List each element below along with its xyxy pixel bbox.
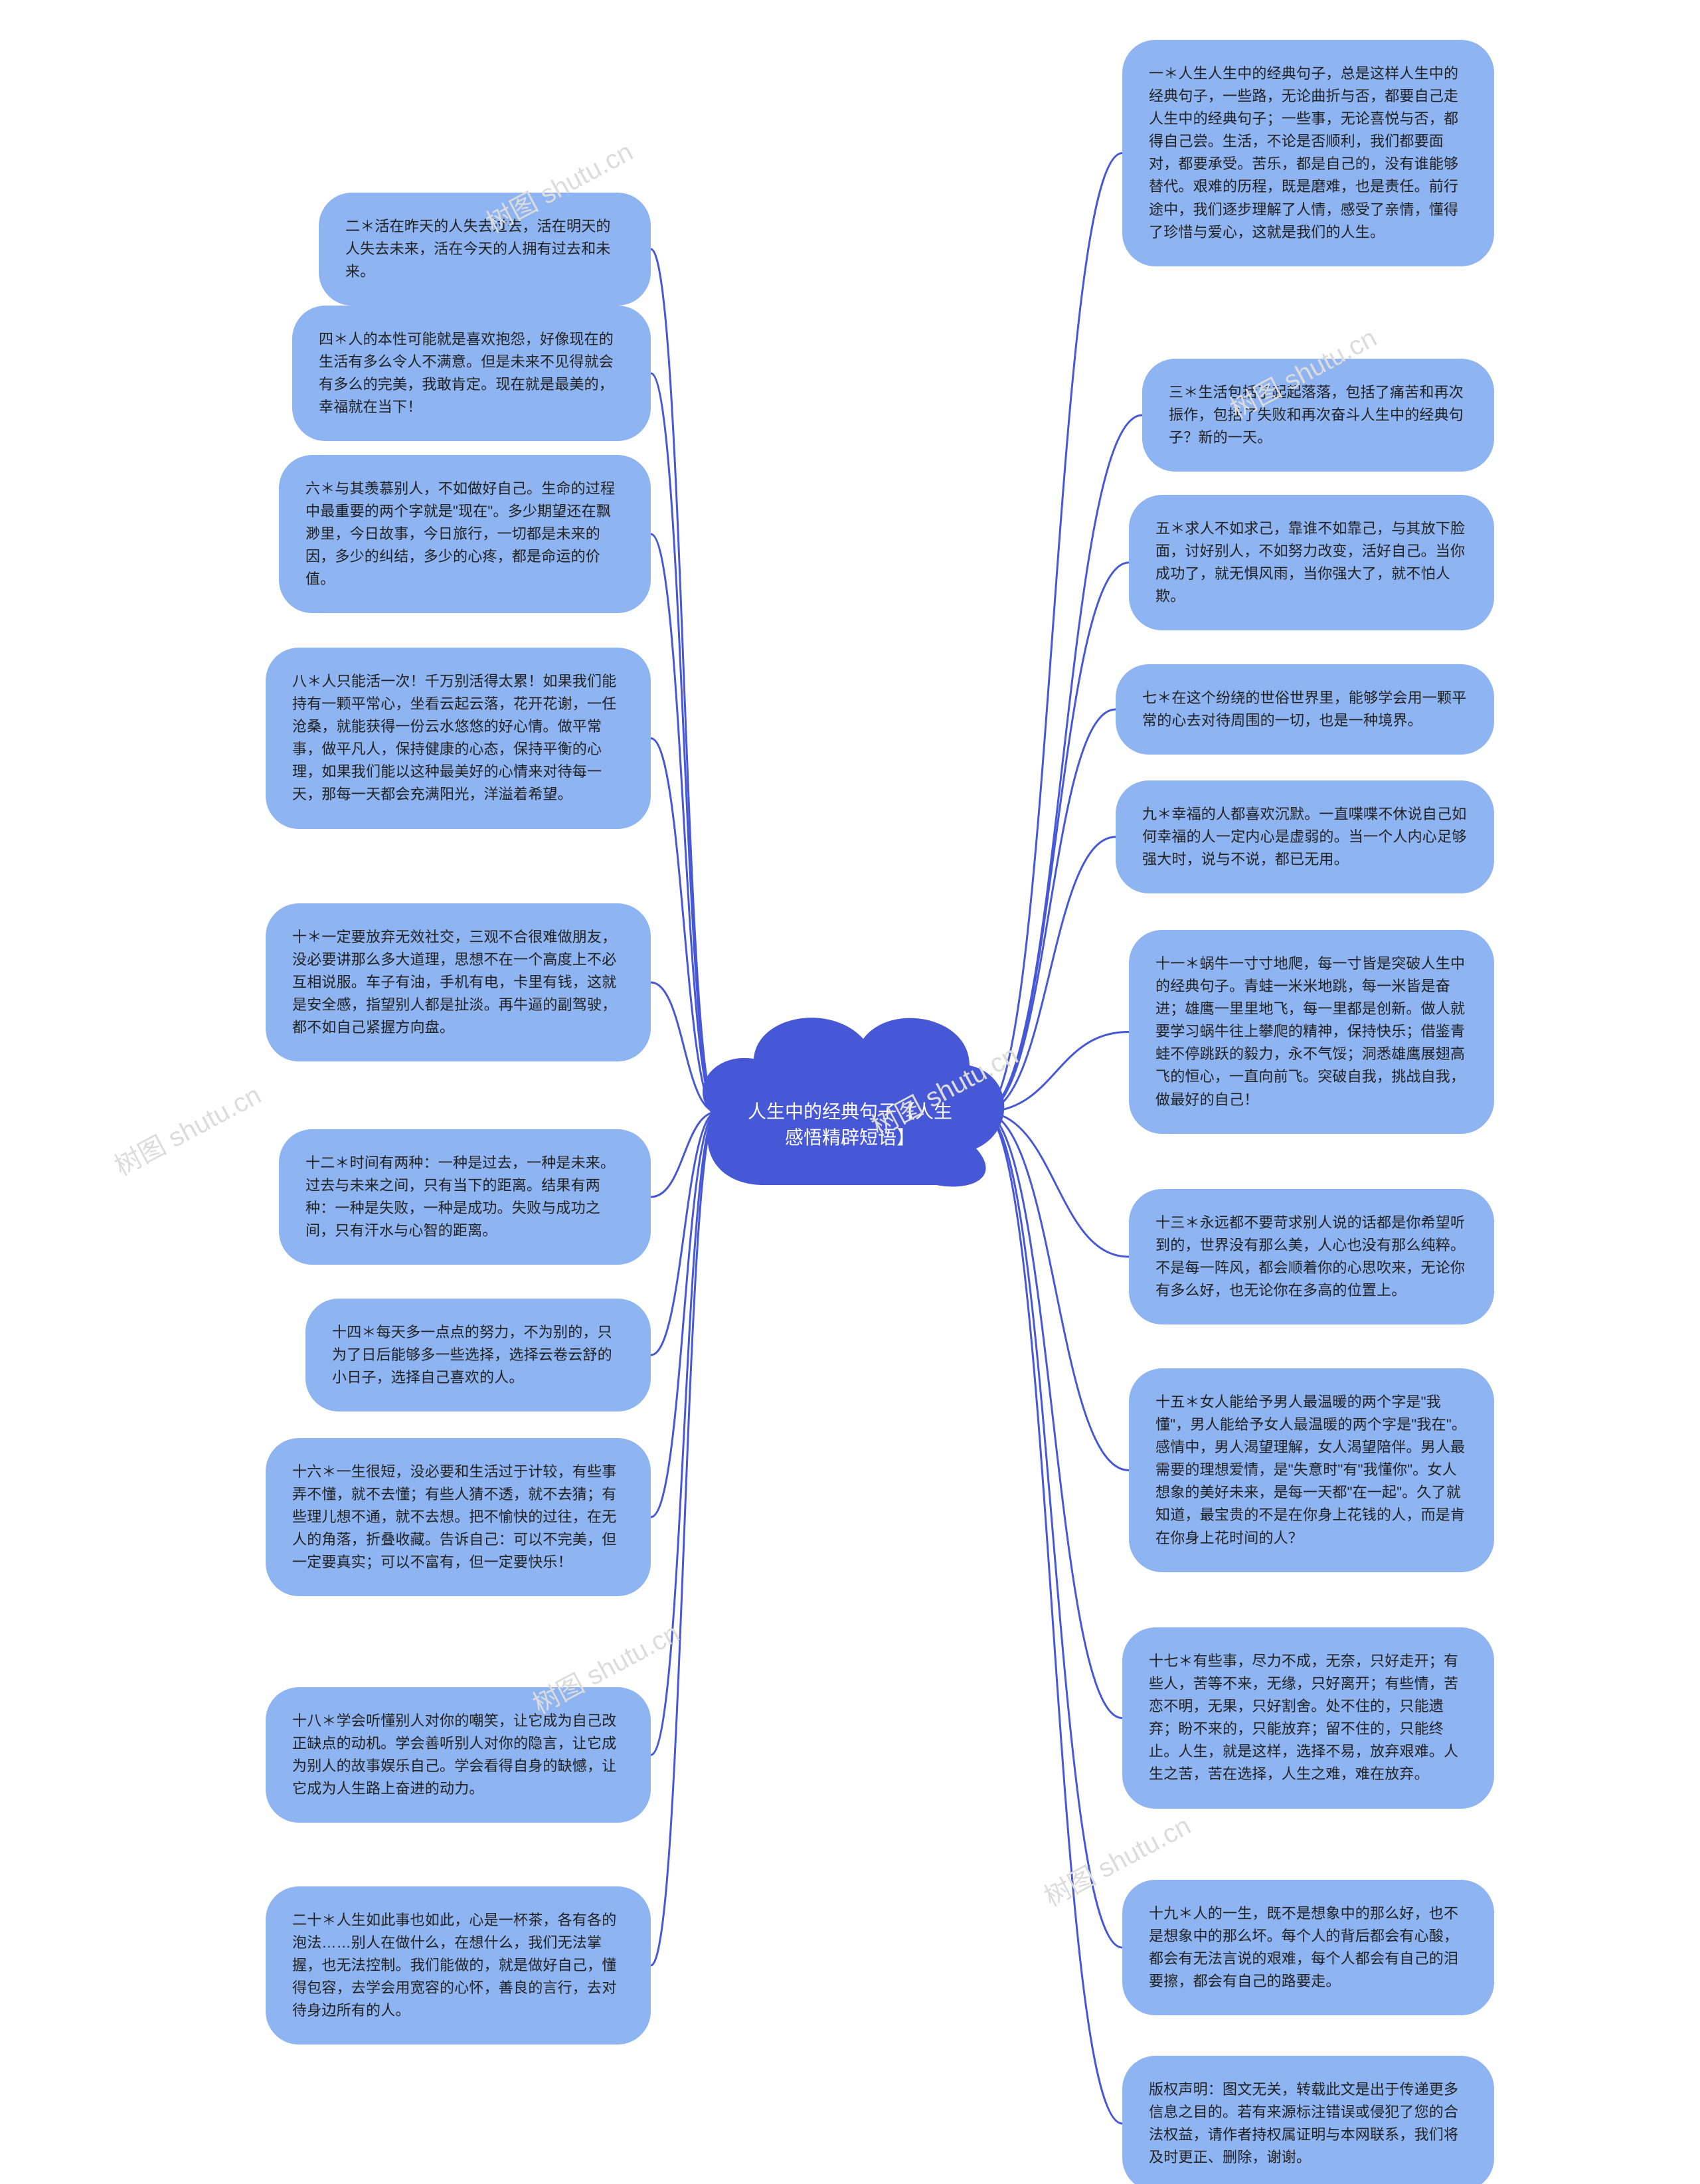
branch-node[interactable]: 十＊一定要放弃无效社交，三观不合很难做朋友，没必要讲那么多大道理，思想不在一个高… bbox=[266, 903, 651, 1061]
node-text: 四＊人的本性可能就是喜欢抱怨，好像现在的生活有多么令人不满意。但是未来不见得就会… bbox=[319, 331, 614, 415]
branch-node[interactable]: 四＊人的本性可能就是喜欢抱怨，好像现在的生活有多么令人不满意。但是未来不见得就会… bbox=[292, 306, 651, 441]
edge bbox=[651, 1112, 717, 1755]
branch-node[interactable]: 十一＊蜗牛一寸寸地爬，每一寸皆是突破人生中的经典句子。青蛙一米米地跳，每一米皆是… bbox=[1129, 930, 1494, 1134]
branch-node[interactable]: 二十＊人生如此事也如此，心是一杯茶，各有各的泡法……别人在做什么，在想什么，我们… bbox=[266, 1886, 651, 2045]
node-text: 十八＊学会听懂别人对你的嘲笑，让它成为自己改正缺点的动机。学会善听别人对你的隐言… bbox=[292, 1712, 616, 1797]
node-text: 六＊与其羡慕别人，不如做好自己。生命的过程中最重要的两个字就是"现在"。多少期望… bbox=[305, 480, 615, 587]
edge bbox=[983, 1112, 1122, 2124]
node-text: 十四＊每天多一点点的努力，不为别的，只为了日后能够多一些选择，选择云卷云舒的小日… bbox=[332, 1324, 612, 1386]
branch-node[interactable]: 版权声明：图文无关，转载此文是出于传递更多信息之目的。若有来源标注错误或侵犯了您… bbox=[1122, 2056, 1494, 2184]
branch-node[interactable]: 八＊人只能活一次！千万别活得太累！如果我们能持有一颗平常心，坐看云起云落，花开花… bbox=[266, 648, 651, 829]
branch-node[interactable]: 五＊求人不如求己，靠谁不如靠己，与其放下脸面，讨好别人，不如努力改变，活好自己。… bbox=[1129, 495, 1494, 630]
node-text: 十一＊蜗牛一寸寸地爬，每一寸皆是突破人生中的经典句子。青蛙一米米地跳，每一米皆是… bbox=[1155, 955, 1465, 1108]
node-text: 一＊人生人生中的经典句子，总是这样人生中的经典句子，一些路，无论曲折与否，都要自… bbox=[1149, 65, 1458, 240]
node-text: 十七＊有些事，尽力不成，无奈，只好走开；有些人，苦等不来，无缘，只好离开；有些情… bbox=[1149, 1653, 1458, 1782]
branch-node[interactable]: 十五＊女人能给予男人最温暖的两个字是"我懂"，男人能给予女人最温暖的两个字是"我… bbox=[1129, 1368, 1494, 1572]
edge bbox=[983, 1112, 1122, 1948]
node-text: 三＊生活包括了起起落落，包括了痛苦和再次振作，包括了失败和再次奋斗人生中的经典句… bbox=[1169, 384, 1464, 446]
node-text: 版权声明：图文无关，转载此文是出于传递更多信息之目的。若有来源标注错误或侵犯了您… bbox=[1149, 2081, 1458, 2165]
branch-node[interactable]: 一＊人生人生中的经典句子，总是这样人生中的经典句子，一些路，无论曲折与否，都要自… bbox=[1122, 40, 1494, 266]
branch-node[interactable]: 十九＊人的一生，既不是想象中的那么好，也不是想象中的那么坏。每个人的背后都会有心… bbox=[1122, 1880, 1494, 2015]
watermark: 树图 shutu.cn bbox=[107, 1074, 267, 1184]
node-text: 八＊人只能活一次！千万别活得太累！如果我们能持有一颗平常心，坐看云起云落，花开花… bbox=[292, 673, 616, 802]
node-text: 九＊幸福的人都喜欢沉默。一直喋喋不休说自己如何幸福的人一定内心是虚弱的。当一个人… bbox=[1142, 806, 1466, 867]
node-text: 二十＊人生如此事也如此，心是一杯茶，各有各的泡法……别人在做什么，在想什么，我们… bbox=[292, 1912, 616, 2019]
branch-node[interactable]: 三＊生活包括了起起落落，包括了痛苦和再次振作，包括了失败和再次奋斗人生中的经典句… bbox=[1142, 359, 1494, 472]
branch-node[interactable]: 十七＊有些事，尽力不成，无奈，只好走开；有些人，苦等不来，无缘，只好离开；有些情… bbox=[1122, 1627, 1494, 1809]
node-text: 十三＊永远都不要苛求别人说的话都是你希望听到的，世界没有那么美，人心也没有那么纯… bbox=[1155, 1214, 1465, 1299]
node-text: 十＊一定要放弃无效社交，三观不合很难做朋友，没必要讲那么多大道理，思想不在一个高… bbox=[292, 929, 616, 1036]
node-text: 十九＊人的一生，既不是想象中的那么好，也不是想象中的那么坏。每个人的背后都会有心… bbox=[1149, 1905, 1458, 1989]
branch-node[interactable]: 十八＊学会听懂别人对你的嘲笑，让它成为自己改正缺点的动机。学会善听别人对你的隐言… bbox=[266, 1687, 651, 1823]
branch-node[interactable]: 六＊与其羡慕别人，不如做好自己。生命的过程中最重要的两个字就是"现在"。多少期望… bbox=[279, 455, 651, 613]
node-text: 十二＊时间有两种：一种是过去，一种是未来。过去与未来之间，只有当下的距离。结果有… bbox=[305, 1154, 615, 1239]
branch-node[interactable]: 十四＊每天多一点点的努力，不为别的，只为了日后能够多一些选择，选择云卷云舒的小日… bbox=[305, 1299, 651, 1411]
edge bbox=[651, 249, 717, 1112]
node-text: 十六＊一生很短，没必要和生活过于计较，有些事弄不懂，就不去懂；有些人猜不透，就不… bbox=[292, 1463, 616, 1570]
mindmap-canvas: 人生中的经典句子【人生 感悟精辟短语】 二＊活在昨天的人失去过去，活在明天的人失… bbox=[0, 0, 1700, 2184]
branch-node[interactable]: 七＊在这个纷绕的世俗世界里，能够学会用一颗平常的心去对待周围的一切，也是一种境界… bbox=[1116, 664, 1494, 755]
edge bbox=[651, 1112, 717, 1965]
node-text: 二＊活在昨天的人失去过去，活在明天的人失去未来，活在今天的人拥有过去和未来。 bbox=[345, 218, 611, 280]
branch-node[interactable]: 九＊幸福的人都喜欢沉默。一直喋喋不休说自己如何幸福的人一定内心是虚弱的。当一个人… bbox=[1116, 780, 1494, 893]
branch-node[interactable]: 十三＊永远都不要苛求别人说的话都是你希望听到的，世界没有那么美，人心也没有那么纯… bbox=[1129, 1189, 1494, 1324]
branch-node[interactable]: 十二＊时间有两种：一种是过去，一种是未来。过去与未来之间，只有当下的距离。结果有… bbox=[279, 1129, 651, 1265]
center-topic[interactable]: 人生中的经典句子【人生 感悟精辟短语】 bbox=[691, 992, 1009, 1205]
center-title: 人生中的经典句子【人生 感悟精辟短语】 bbox=[691, 1099, 1009, 1150]
node-text: 七＊在这个纷绕的世俗世界里，能够学会用一颗平常的心去对待周围的一切，也是一种境界… bbox=[1142, 689, 1466, 729]
edge bbox=[983, 153, 1122, 1113]
node-text: 五＊求人不如求己，靠谁不如靠己，与其放下脸面，讨好别人，不如努力改变，活好自己。… bbox=[1155, 520, 1465, 604]
branch-node[interactable]: 二＊活在昨天的人失去过去，活在明天的人失去未来，活在今天的人拥有过去和未来。 bbox=[319, 193, 651, 306]
branch-node[interactable]: 十六＊一生很短，没必要和生活过于计较，有些事弄不懂，就不去懂；有些人猜不透，就不… bbox=[266, 1438, 651, 1596]
node-text: 十五＊女人能给予男人最温暖的两个字是"我懂"，男人能给予女人最温暖的两个字是"我… bbox=[1155, 1394, 1466, 1546]
